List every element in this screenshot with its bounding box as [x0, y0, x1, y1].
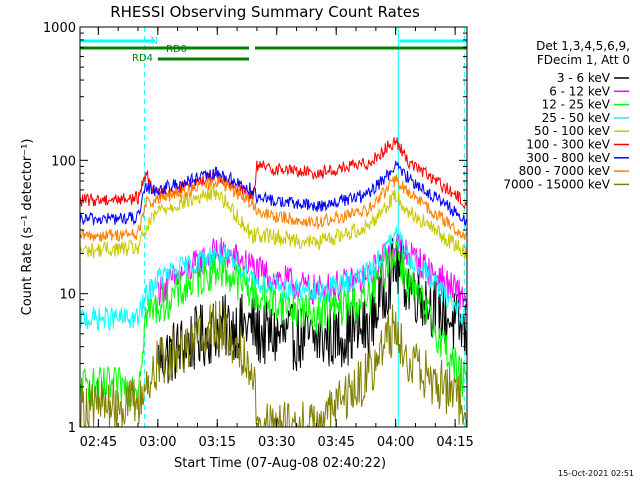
- x-tick-label: 03:45: [317, 435, 354, 450]
- footer-timestamp: 15-Oct-2021 02:51: [558, 469, 634, 478]
- chart-title: RHESSI Observing Summary Count Rates: [110, 3, 420, 21]
- legend-entry-label: 7000 - 15000 keV: [503, 177, 610, 191]
- legend-entry-label: 50 - 100 keV: [534, 124, 611, 138]
- x-tick-label: 02:45: [80, 435, 117, 450]
- y-tick-label: 10: [59, 288, 76, 303]
- y-tick-label: 1000: [43, 21, 76, 36]
- y-axis-ticks: 1 10 100 1000: [43, 21, 467, 436]
- legend-header-line-2: FDecim 1, Att 0: [537, 53, 630, 67]
- series-line: [79, 160, 468, 227]
- series-line: [79, 174, 468, 243]
- legend: Det 1,3,4,5,6,9, FDecim 1, Att 0 3 - 6 k…: [503, 39, 630, 191]
- flags-layer: N RD0 RD4: [80, 36, 467, 64]
- x-tick-label: 03:00: [139, 435, 176, 450]
- x-tick-label: 03:15: [199, 435, 236, 450]
- plot-frame: [79, 26, 468, 428]
- vertical-lines-layer: [144, 27, 465, 427]
- series-line: [79, 240, 468, 407]
- legend-entry-label: 6 - 12 keV: [549, 84, 611, 98]
- series-line: [79, 226, 468, 331]
- y-tick-label: 1: [68, 421, 76, 436]
- x-tick-label: 04:15: [436, 435, 473, 450]
- flag-label-rd0: RD0: [166, 44, 187, 55]
- x-tick-label: 04:00: [377, 435, 414, 450]
- x-axis-ticks: 02:45 03:00 03:15 03:30 03:45 04:00 04:15: [80, 27, 474, 450]
- legend-entry-label: 25 - 50 keV: [542, 111, 611, 125]
- series-line: [158, 233, 468, 384]
- y-tick-label: 100: [51, 154, 76, 169]
- legend-header-line-1: Det 1,3,4,5,6,9,: [536, 39, 630, 53]
- legend-entry-label: 800 - 7000 keV: [519, 164, 611, 178]
- series-layer: [79, 137, 468, 428]
- flag-label-n: N: [151, 36, 158, 47]
- flag-label-rd4: RD4: [132, 53, 153, 64]
- x-axis-label: Start Time (07-Aug-08 02:40:22): [174, 456, 386, 471]
- legend-entry-label: 300 - 800 keV: [526, 151, 610, 165]
- series-line: [79, 137, 468, 209]
- legend-entry-label: 3 - 6 keV: [557, 71, 611, 85]
- legend-entry-label: 100 - 300 keV: [526, 138, 610, 152]
- legend-entry-label: 12 - 25 keV: [542, 98, 611, 112]
- x-tick-label: 03:30: [258, 435, 295, 450]
- y-axis-label: Count Rate (s⁻¹ detector⁻¹): [20, 139, 35, 316]
- series-line: [79, 184, 468, 260]
